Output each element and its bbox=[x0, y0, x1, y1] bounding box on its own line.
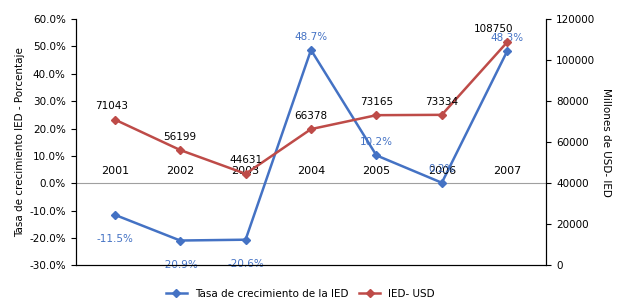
Text: 44631: 44631 bbox=[229, 156, 262, 165]
Text: -11.5%: -11.5% bbox=[96, 234, 133, 244]
Text: 66378: 66378 bbox=[294, 111, 327, 121]
Text: 2005: 2005 bbox=[362, 166, 391, 176]
Text: 73334: 73334 bbox=[425, 96, 458, 107]
Y-axis label: Millones de USD- IED: Millones de USD- IED bbox=[601, 88, 611, 197]
Text: 2006: 2006 bbox=[428, 166, 456, 176]
Text: 2001: 2001 bbox=[101, 166, 129, 176]
Legend: Tasa de crecimiento de la IED, IED- USD: Tasa de crecimiento de la IED, IED- USD bbox=[162, 285, 439, 303]
Text: 48.7%: 48.7% bbox=[294, 32, 327, 42]
Text: 0.2%: 0.2% bbox=[429, 164, 455, 174]
Text: -20.9%: -20.9% bbox=[162, 260, 198, 270]
Text: 2007: 2007 bbox=[493, 166, 521, 176]
Text: 56199: 56199 bbox=[163, 132, 197, 142]
Text: 2004: 2004 bbox=[297, 166, 325, 176]
Text: 108750: 108750 bbox=[474, 24, 513, 34]
Text: 48.3%: 48.3% bbox=[491, 33, 524, 43]
Y-axis label: Tasa de crecimiento IED - Porcentaje: Tasa de crecimiento IED - Porcentaje bbox=[15, 47, 25, 237]
Text: 73165: 73165 bbox=[360, 97, 393, 107]
Text: 2002: 2002 bbox=[166, 166, 194, 176]
Text: 2003: 2003 bbox=[232, 166, 260, 176]
Text: 71043: 71043 bbox=[96, 101, 128, 111]
Text: 10.2%: 10.2% bbox=[360, 137, 393, 147]
Text: -20.6%: -20.6% bbox=[227, 259, 264, 269]
